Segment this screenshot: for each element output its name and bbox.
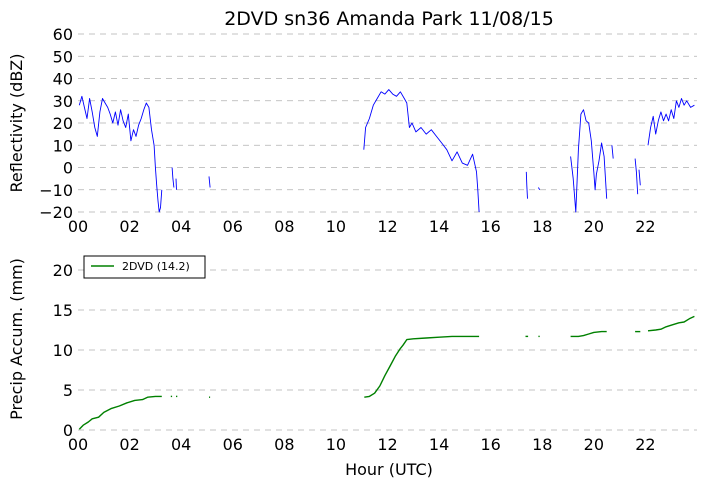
x-tick-label: 06 [223,217,243,236]
reflectivity-line-segment [363,89,480,213]
x-tick-label: 00 [68,435,88,454]
y-tick-label: 0 [63,159,73,178]
y-tick-label: 60 [53,25,73,44]
precip-series [78,315,695,430]
y-tick-label: 40 [53,70,73,89]
x-tick-label: 02 [119,217,139,236]
precip-y-axis-label: Precip Accum. (mm) [7,258,26,420]
x-tick-label: 14 [429,217,449,236]
reflectivity-line-segment [78,95,163,213]
x-tick-label: 14 [429,435,449,454]
x-tick-label: 08 [274,217,294,236]
precip-grid [78,269,697,431]
x-tick-label: 18 [532,217,552,236]
precip-y-tick-labels: 0 5 10 15 20 [53,261,73,440]
x-tick-label: 06 [223,435,243,454]
precip-line-segment [78,395,162,430]
x-tick-label: 12 [377,217,397,236]
reflectivity-line-segment [647,98,695,146]
x-tick-label: 10 [326,435,346,454]
x-tick-label: 10 [326,217,346,236]
x-tick-label: 16 [480,435,500,454]
reflectivity-line-segment [634,158,639,195]
x-tick-label: 20 [584,435,604,454]
reflectivity-line-segment [611,145,614,159]
y-tick-label: 20 [53,261,73,280]
x-tick-label: 04 [171,435,191,454]
reflectivity-y-axis-label: Reflectivity (dBZ) [7,54,26,193]
reflectivity-line-segment [175,178,177,190]
reflectivity-line-segment [638,169,641,186]
x-tick-label: 16 [480,217,500,236]
y-tick-label: −10 [39,181,73,200]
precip-line-segment [570,330,607,338]
reflectivity-panel: −20 −10 0 10 20 30 40 50 60 00 02 04 06 08 10 12 14 16 18… [7,25,697,236]
legend-label: 2DVD (14.2) [122,260,190,273]
x-tick-label: 02 [119,435,139,454]
y-tick-label: −20 [39,203,73,222]
y-tick-label: 50 [53,47,73,66]
y-tick-label: 0 [63,421,73,440]
reflectivity-x-tick-labels: 00 02 04 06 08 10 12 14 16 18 20 22 [68,217,656,236]
x-tick-label: 08 [274,435,294,454]
reflectivity-series [78,89,695,213]
x-tick-label: 22 [635,217,655,236]
x-tick-label: 00 [68,217,88,236]
legend: 2DVD (14.2) [83,255,206,279]
x-tick-label: 04 [171,217,191,236]
x-tick-label: 22 [635,435,655,454]
y-tick-label: 5 [63,381,73,400]
precip-x-tick-labels: 00 02 04 06 08 10 12 14 16 18 20 22 [68,435,656,454]
reflectivity-line-segment [538,187,541,191]
reflectivity-y-tick-labels: −20 −10 0 10 20 30 40 50 60 [39,25,73,222]
precip-x-axis-label: Hour (UTC) [345,460,433,479]
chart-title: 2DVD sn36 Amanda Park 11/08/15 [224,8,554,30]
reflectivity-line-segment [208,176,211,188]
y-tick-label: 10 [53,341,73,360]
precip-panel: 0 5 10 15 20 00 02 04 06 08 10 12 14 16 18 20 22 Precip… [7,255,697,479]
x-tick-label: 18 [532,435,552,454]
y-tick-label: 10 [53,136,73,155]
reflectivity-line-segment [525,171,528,199]
y-tick-label: 15 [53,301,73,320]
reflectivity-line-segment [171,167,175,188]
legend-box [83,255,206,279]
y-tick-label: 30 [53,92,73,111]
y-tick-label: 20 [53,114,73,133]
x-tick-label: 20 [584,217,604,236]
reflectivity-line-segment [570,109,608,213]
precip-line-segment [647,315,695,332]
reflectivity-grid [78,33,697,213]
precip-line-segment [364,335,480,398]
x-tick-label: 12 [377,435,397,454]
